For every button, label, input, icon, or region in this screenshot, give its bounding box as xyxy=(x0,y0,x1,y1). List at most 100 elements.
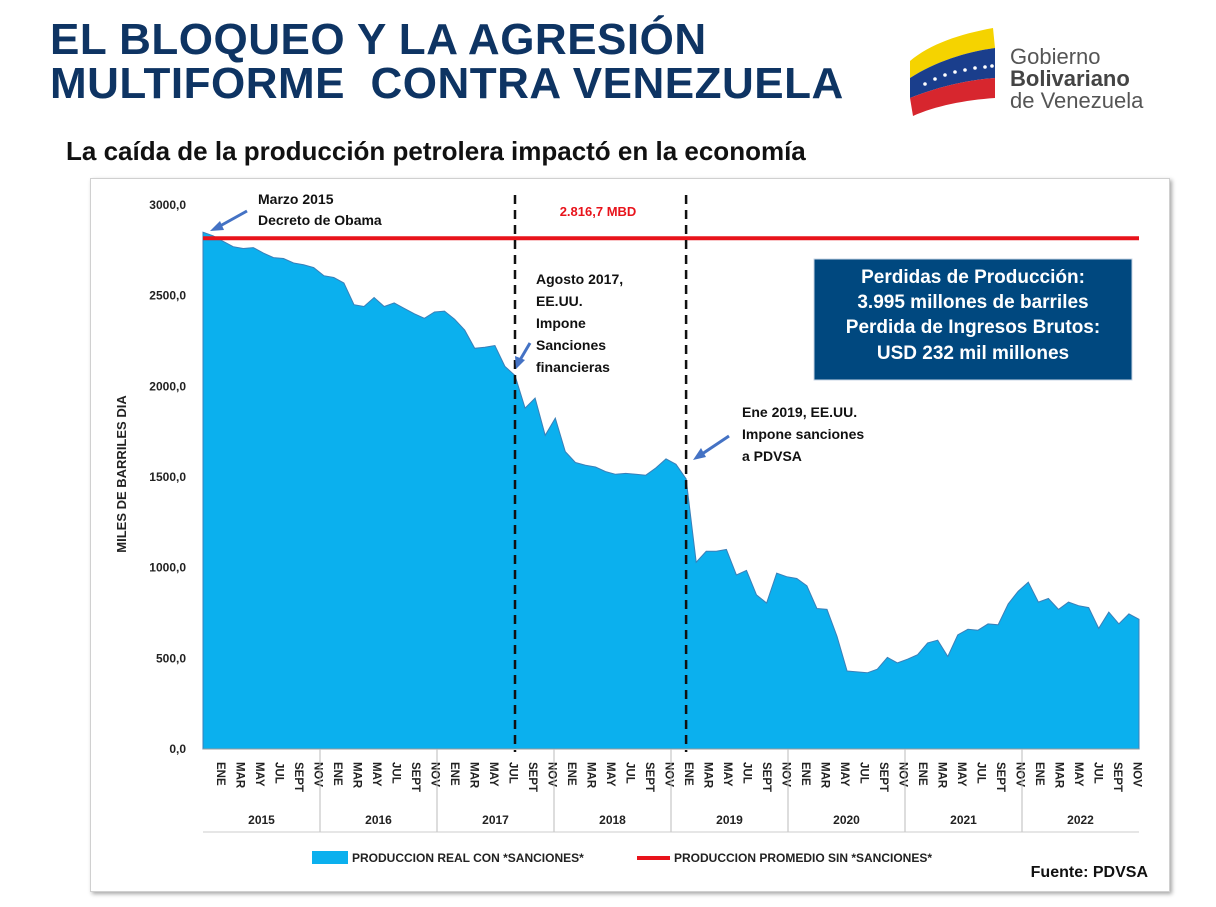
x-tick-label: NOV xyxy=(896,762,908,787)
y-axis-label: MILES DE BARRILES DIA xyxy=(114,395,129,553)
losses-info-box: Perdidas de Producción: 3.995 millones d… xyxy=(813,258,1133,381)
y-tick-label: 2000,0 xyxy=(149,379,186,393)
x-tick-label: MAR xyxy=(1052,762,1064,789)
page-title: EL BLOQUEO Y LA AGRESIÓN MULTIFORME CONT… xyxy=(50,18,910,106)
year-label: 2018 xyxy=(599,813,626,827)
x-tick-label: SEPT xyxy=(526,762,538,792)
x-tick-label: JUL xyxy=(272,762,284,784)
sanction-markers xyxy=(513,195,688,752)
x-tick-label: SEPT xyxy=(409,762,421,792)
x-tick-label: JUL xyxy=(389,762,401,784)
x-tick-label: ENE xyxy=(916,762,928,786)
x-tick-label: SEPT xyxy=(877,762,889,792)
source-label: Fuente: PDVSA xyxy=(1031,864,1149,881)
legend-label-average: PRODUCCION PROMEDIO SIN *SANCIONES* xyxy=(674,851,932,865)
x-tick-label: NOV xyxy=(428,762,440,787)
y-tick-label: 0,0 xyxy=(169,742,186,756)
x-tick-label: SEPT xyxy=(1111,762,1123,792)
x-tick-label: MAR xyxy=(935,762,947,789)
y-axis: 0,0 500,0 1000,0 1500,0 2000,0 2500,0 3000,0 xyxy=(149,198,186,756)
chart-legend: PRODUCCION REAL CON *SANCIONES* PRODUCCI… xyxy=(312,851,932,865)
aug-arrow xyxy=(515,342,532,369)
y-tick-label: 2500,0 xyxy=(149,289,186,303)
x-tick-label: MAR xyxy=(350,762,362,789)
x-tick-label: ENE xyxy=(331,762,343,786)
logo-text: Gobierno Bolivariano de Venezuela xyxy=(1010,46,1143,112)
average-line-label: 2.816,7 MBD xyxy=(560,204,637,219)
x-tick-label: SEPT xyxy=(994,762,1006,792)
aug-annotation-line-1: Agosto 2017, xyxy=(536,271,623,287)
x-tick-label: SEPT xyxy=(292,762,304,792)
y-tick-label: 1500,0 xyxy=(149,470,186,484)
y-tick-label: 3000,0 xyxy=(149,198,186,212)
x-tick-label: JUL xyxy=(974,762,986,784)
legend-swatch-real xyxy=(312,851,348,864)
x-tick-label: MAY xyxy=(487,762,499,787)
x-tick-label: MAR xyxy=(818,762,830,789)
x-tick-label: NOV xyxy=(1130,762,1142,787)
y-tick-label: 500,0 xyxy=(156,651,186,665)
x-tick-label: JUL xyxy=(623,762,635,784)
x-tick-label: NOV xyxy=(779,762,791,787)
title-line-1: EL BLOQUEO Y LA AGRESIÓN xyxy=(50,15,707,64)
x-tick-label: JUL xyxy=(857,762,869,784)
y-tick-label: 1000,0 xyxy=(149,561,186,575)
x-tick-label: ENE xyxy=(1033,762,1045,786)
obama-annotation-line-1: Marzo 2015 xyxy=(258,191,334,207)
x-tick-label: ENE xyxy=(448,762,460,786)
x-tick-label: NOV xyxy=(545,762,557,787)
year-label: 2015 xyxy=(248,813,275,827)
x-tick-label: SEPT xyxy=(760,762,772,792)
aug-annotation-line-2: EE.UU. xyxy=(536,293,583,309)
year-label: 2021 xyxy=(950,813,977,827)
flag-swoosh-icon xyxy=(910,28,995,116)
year-label: 2020 xyxy=(833,813,860,827)
x-tick-label: MAY xyxy=(604,762,616,787)
aug-2017-annotation: Agosto 2017, EE.UU. Impone Sanciones fin… xyxy=(536,271,623,375)
x-axis: ENE MAR MAY JUL SEPT NOV 2015 ENE MAR MAY JUL SEPT N… xyxy=(203,748,1142,833)
x-tick-label: MAY xyxy=(955,762,967,787)
year-label: 2019 xyxy=(716,813,743,827)
x-tick-label: MAY xyxy=(838,762,850,787)
logo-line-1: Gobierno xyxy=(1010,44,1101,69)
x-tick-label: NOV xyxy=(662,762,674,787)
x-tick-label: JUL xyxy=(506,762,518,784)
obama-arrow xyxy=(210,209,248,231)
production-area xyxy=(202,231,1140,750)
x-tick-label: ENE xyxy=(565,762,577,786)
x-tick-label: MAY xyxy=(1072,762,1084,787)
x-tick-label: MAR xyxy=(584,762,596,789)
x-tick-label: NOV xyxy=(1013,762,1025,787)
government-logo: Gobierno Bolivariano de Venezuela xyxy=(905,26,1195,118)
info-line-1: Perdidas de Producción: xyxy=(861,267,1085,288)
year-label: 2017 xyxy=(482,813,509,827)
x-tick-label: NOV xyxy=(311,762,323,787)
x-tick-label: ENE xyxy=(682,762,694,786)
info-line-2: 3.995 millones de barriles xyxy=(857,292,1088,313)
x-tick-label: MAY xyxy=(721,762,733,787)
year-label: 2016 xyxy=(365,813,392,827)
jan-arrow xyxy=(693,434,730,460)
aug-annotation-line-3: Impone xyxy=(536,315,586,331)
jan-annotation-line-2: Impone sanciones xyxy=(742,426,864,442)
x-tick-label: ENE xyxy=(799,762,811,786)
x-tick-label: MAR xyxy=(233,762,245,789)
x-tick-label: JUL xyxy=(740,762,752,784)
x-tick-label: MAR xyxy=(701,762,713,789)
logo-line-3: de Venezuela xyxy=(1010,88,1144,113)
x-tick-label: JUL xyxy=(1091,762,1103,784)
obama-annotation-line-2: Decreto de Obama xyxy=(258,212,382,228)
info-line-3: Perdida de Ingresos Brutos: xyxy=(846,317,1100,338)
title-line-2: MULTIFORME CONTRA VENEZUELA xyxy=(50,59,844,108)
x-tick-label: ENE xyxy=(214,762,226,786)
year-label: 2022 xyxy=(1067,813,1094,827)
x-tick-label: SEPT xyxy=(643,762,655,792)
legend-label-real: PRODUCCION REAL CON *SANCIONES* xyxy=(352,851,584,865)
info-line-4: USD 232 mil millones xyxy=(877,343,1069,364)
logo-line-2: Bolivariano xyxy=(1010,66,1130,91)
jan-annotation-line-1: Ene 2019, EE.UU. xyxy=(742,404,857,420)
aug-annotation-line-5: financieras xyxy=(536,359,610,375)
page-subtitle: La caída de la producción petrolera impa… xyxy=(66,136,806,166)
x-tick-label: MAY xyxy=(253,762,265,787)
